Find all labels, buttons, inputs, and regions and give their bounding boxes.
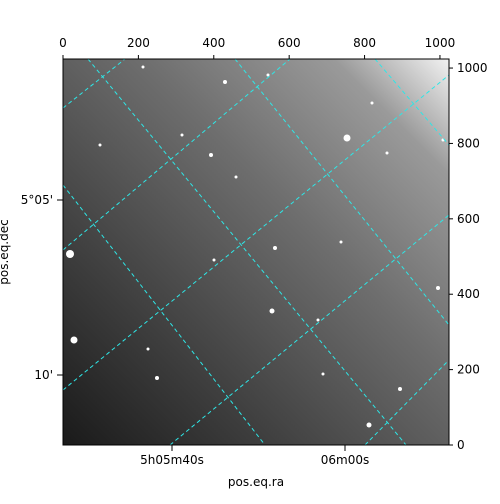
x-tick-label: 600 bbox=[278, 36, 301, 50]
x-tick-label: 1000 bbox=[425, 36, 456, 50]
coordinate-grid bbox=[63, 59, 449, 445]
y-tick-label: 0 bbox=[457, 438, 465, 452]
x-tick-label: 0 bbox=[59, 36, 67, 50]
ra-tick-label: 5h05m40s bbox=[140, 453, 204, 467]
x-axis-label: pos.eq.ra bbox=[228, 475, 284, 489]
y-tick-label: 200 bbox=[457, 363, 480, 377]
stars bbox=[66, 65, 445, 428]
y-axis-label: pos.eq.dec bbox=[0, 219, 11, 284]
dec-tick-label: 10' bbox=[34, 368, 53, 382]
dec-tick-label: 5°05' bbox=[21, 193, 53, 207]
y-tick-label: 1000 bbox=[457, 61, 488, 75]
frame bbox=[62, 58, 450, 446]
y-tick-label: 400 bbox=[457, 287, 480, 301]
y-tick-label: 600 bbox=[457, 212, 480, 226]
x-tick-label: 200 bbox=[127, 36, 150, 50]
sky-image bbox=[63, 59, 449, 445]
x-tick-label: 400 bbox=[202, 36, 225, 50]
ra-tick-label: 06m00s bbox=[321, 453, 369, 467]
y-tick-label: 800 bbox=[457, 136, 480, 150]
x-tick-label: 800 bbox=[353, 36, 376, 50]
